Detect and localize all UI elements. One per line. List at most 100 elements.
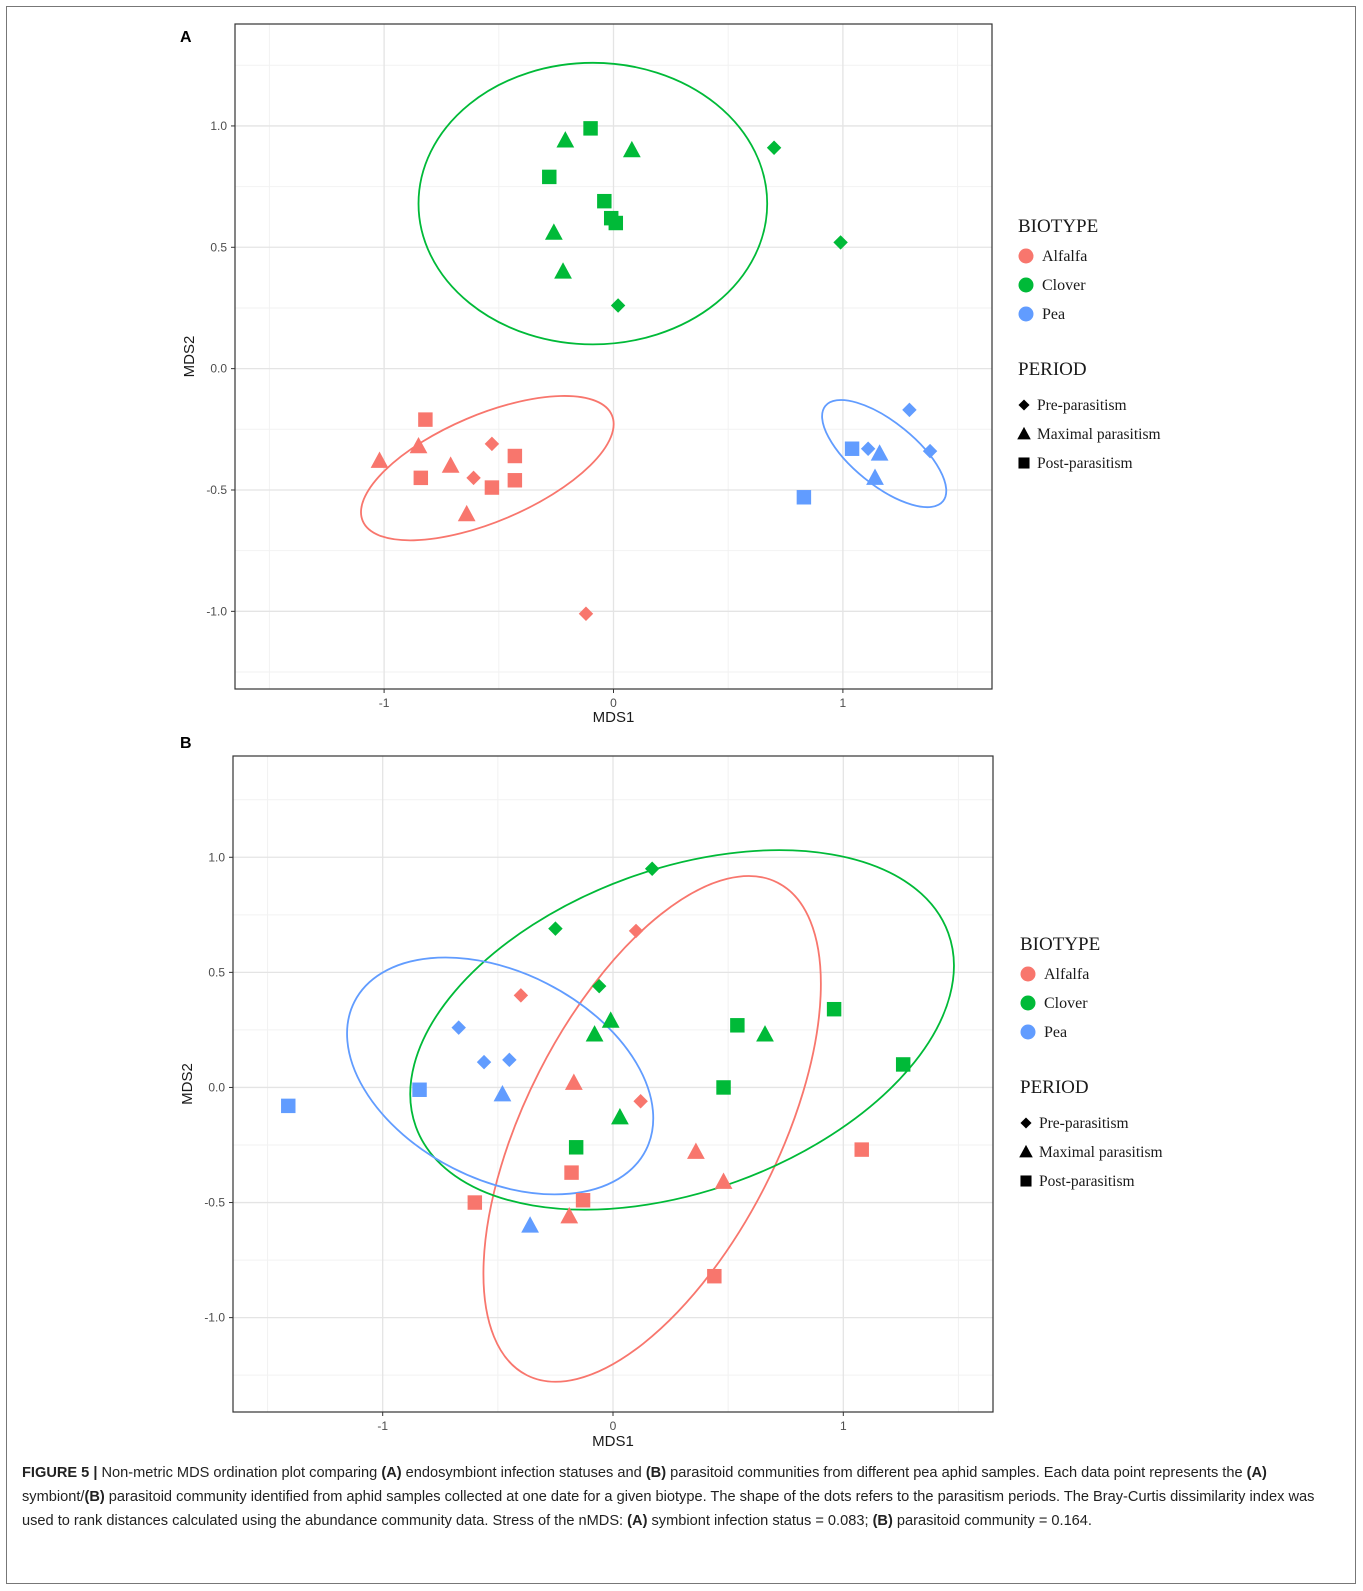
data-point-clover-triangle [554, 262, 572, 279]
x-tick-label: 0 [610, 696, 617, 710]
y-tick-label: 1.0 [208, 850, 225, 864]
data-point-clover-square [730, 1018, 745, 1033]
legend-key-triangle [1019, 1144, 1033, 1158]
data-point-clover-square [895, 1057, 911, 1072]
legend-label-alfalfa: Alfalfa [1042, 248, 1087, 265]
y-tick-label: 0.5 [208, 965, 225, 979]
data-point-alfalfa-square [413, 470, 429, 486]
caption-text-run: parasitoid communities from different pe… [666, 1465, 1247, 1481]
chart-panel-a: -1 0 1 -1.0 -0.5 0.0 0.5 1.0 MDS1 MDS2 A BIOTYPE Alf… [180, 23, 1161, 726]
x-tick-label: 0 [610, 1419, 617, 1433]
data-point-alfalfa-square [507, 473, 523, 488]
confidence-ellipse-pea [346, 956, 655, 1196]
y-tick-label: 1.0 [210, 119, 227, 133]
x-tick-label: 1 [840, 696, 847, 710]
y-tick-label: 0.0 [208, 1080, 225, 1094]
caption-text-run: endosymbiont infection statuses and [401, 1465, 646, 1481]
legend-label-square: Post-parasitism [1039, 1173, 1135, 1190]
legend-label-diamond: Pre-parasitism [1039, 1115, 1129, 1132]
data-point-alfalfa-triangle [370, 451, 389, 468]
legend-title-period: PERIOD [1020, 1077, 1089, 1098]
y-tick-label: -1.0 [204, 1311, 225, 1325]
caption-text-run: symbiont/ [22, 1489, 85, 1505]
data-point-clover-triangle [585, 1025, 604, 1042]
data-point-clover-diamond [610, 298, 626, 313]
data-point-alfalfa-triangle [560, 1207, 579, 1224]
data-point-clover-triangle [556, 131, 575, 148]
data-point-clover-triangle [611, 1108, 629, 1125]
y-tick-label: -0.5 [206, 483, 227, 497]
legend-label-diamond: Pre-parasitism [1037, 397, 1127, 414]
data-point-clover-diamond [833, 235, 848, 250]
data-point-alfalfa-square [564, 1165, 579, 1180]
y-tick-label: -1.0 [206, 604, 227, 618]
data-point-clover-triangle [601, 1011, 620, 1028]
data-point-alfalfa-triangle [714, 1172, 733, 1189]
legend-label-clover: Clover [1044, 995, 1088, 1012]
x-tick-label: -1 [377, 1419, 388, 1433]
legend-label-triangle: Maximal parasitism [1037, 426, 1161, 443]
figure-caption: FIGURE 5 | Non-metric MDS ordination plo… [22, 1461, 1342, 1533]
legend-key-alfalfa [1020, 966, 1036, 982]
data-point-clover-square [826, 1001, 842, 1017]
data-point-alfalfa-square [467, 1195, 483, 1210]
data-point-alfalfa-square [507, 448, 523, 464]
caption-bold-run: (A) [627, 1513, 648, 1529]
data-point-pea-diamond [451, 1020, 466, 1035]
data-point-pea-triangle [870, 444, 889, 461]
data-point-clover-square [716, 1080, 731, 1095]
confidence-ellipse-pea [821, 399, 948, 509]
panel-label: A [180, 29, 192, 46]
data-point-alfalfa-triangle [687, 1142, 705, 1159]
data-point-clover-diamond [644, 861, 660, 877]
legend-key-clover [1020, 995, 1036, 1011]
figure-charts: -1 0 1 -1.0 -0.5 0.0 0.5 1.0 MDS1 MDS2 A BIOTYPE Alf… [179, 23, 1163, 1450]
data-point-alfalfa-square [418, 412, 433, 427]
caption-bold-run: (A) [1246, 1465, 1267, 1481]
data-point-alfalfa-triangle [441, 456, 460, 473]
legend-key-triangle [1017, 426, 1031, 440]
caption-bold-run: FIGURE 5 | [22, 1465, 98, 1481]
data-point-clover-triangle [544, 223, 563, 240]
x-tick-label: -1 [379, 696, 390, 710]
data-point-pea-triangle [866, 468, 884, 485]
data-point-alfalfa-square [707, 1268, 722, 1284]
data-point-alfalfa-square [575, 1193, 591, 1208]
y-tick-label: 0.5 [210, 240, 227, 254]
data-point-pea-diamond [476, 1054, 492, 1070]
legend-key-clover [1018, 277, 1034, 293]
data-point-alfalfa-diamond [628, 923, 644, 939]
data-point-alfalfa-diamond [484, 436, 500, 452]
data-point-alfalfa-diamond [513, 988, 529, 1003]
legend-label-clover: Clover [1042, 277, 1086, 294]
data-point-alfalfa-triangle [457, 504, 476, 522]
legend: BIOTYPE Alfalfa Clover Pea PERIOD Pre-parasit… [1017, 216, 1161, 472]
caption-bold-run: (A) [381, 1465, 402, 1481]
data-point-clover-diamond [766, 140, 782, 156]
legend-label-square: Post-parasitism [1037, 455, 1133, 472]
confidence-ellipse-alfalfa [482, 875, 822, 1383]
data-point-clover-square [608, 215, 624, 231]
panel-label: B [180, 735, 192, 752]
caption-text-run: symbiont infection status = 0.083; [647, 1513, 873, 1529]
caption-bold-run: (B) [645, 1465, 667, 1481]
data-point-pea-triangle [493, 1085, 512, 1102]
y-axis-label: MDS2 [181, 336, 198, 378]
data-point-clover-triangle [756, 1025, 774, 1042]
caption-text-run: Non-metric MDS ordination plot comparing [97, 1465, 382, 1481]
data-point-alfalfa-square [854, 1142, 869, 1157]
legend-title-biotype: BIOTYPE [1018, 216, 1098, 237]
legend-title-period: PERIOD [1018, 359, 1087, 380]
data-point-clover-square [583, 121, 598, 136]
x-axis-label: MDS1 [593, 709, 635, 726]
legend-label-pea: Pea [1044, 1024, 1067, 1041]
legend-key-alfalfa [1018, 248, 1034, 264]
caption-bold-run: (B) [84, 1489, 105, 1505]
data-point-alfalfa-diamond [633, 1094, 648, 1109]
data-point-pea-square [412, 1082, 427, 1097]
data-point-clover-diamond [591, 978, 607, 994]
y-tick-label: -0.5 [204, 1196, 225, 1210]
data-point-clover-square [597, 193, 612, 209]
legend-key-pea [1018, 306, 1034, 322]
legend-key-pea [1020, 1024, 1036, 1040]
